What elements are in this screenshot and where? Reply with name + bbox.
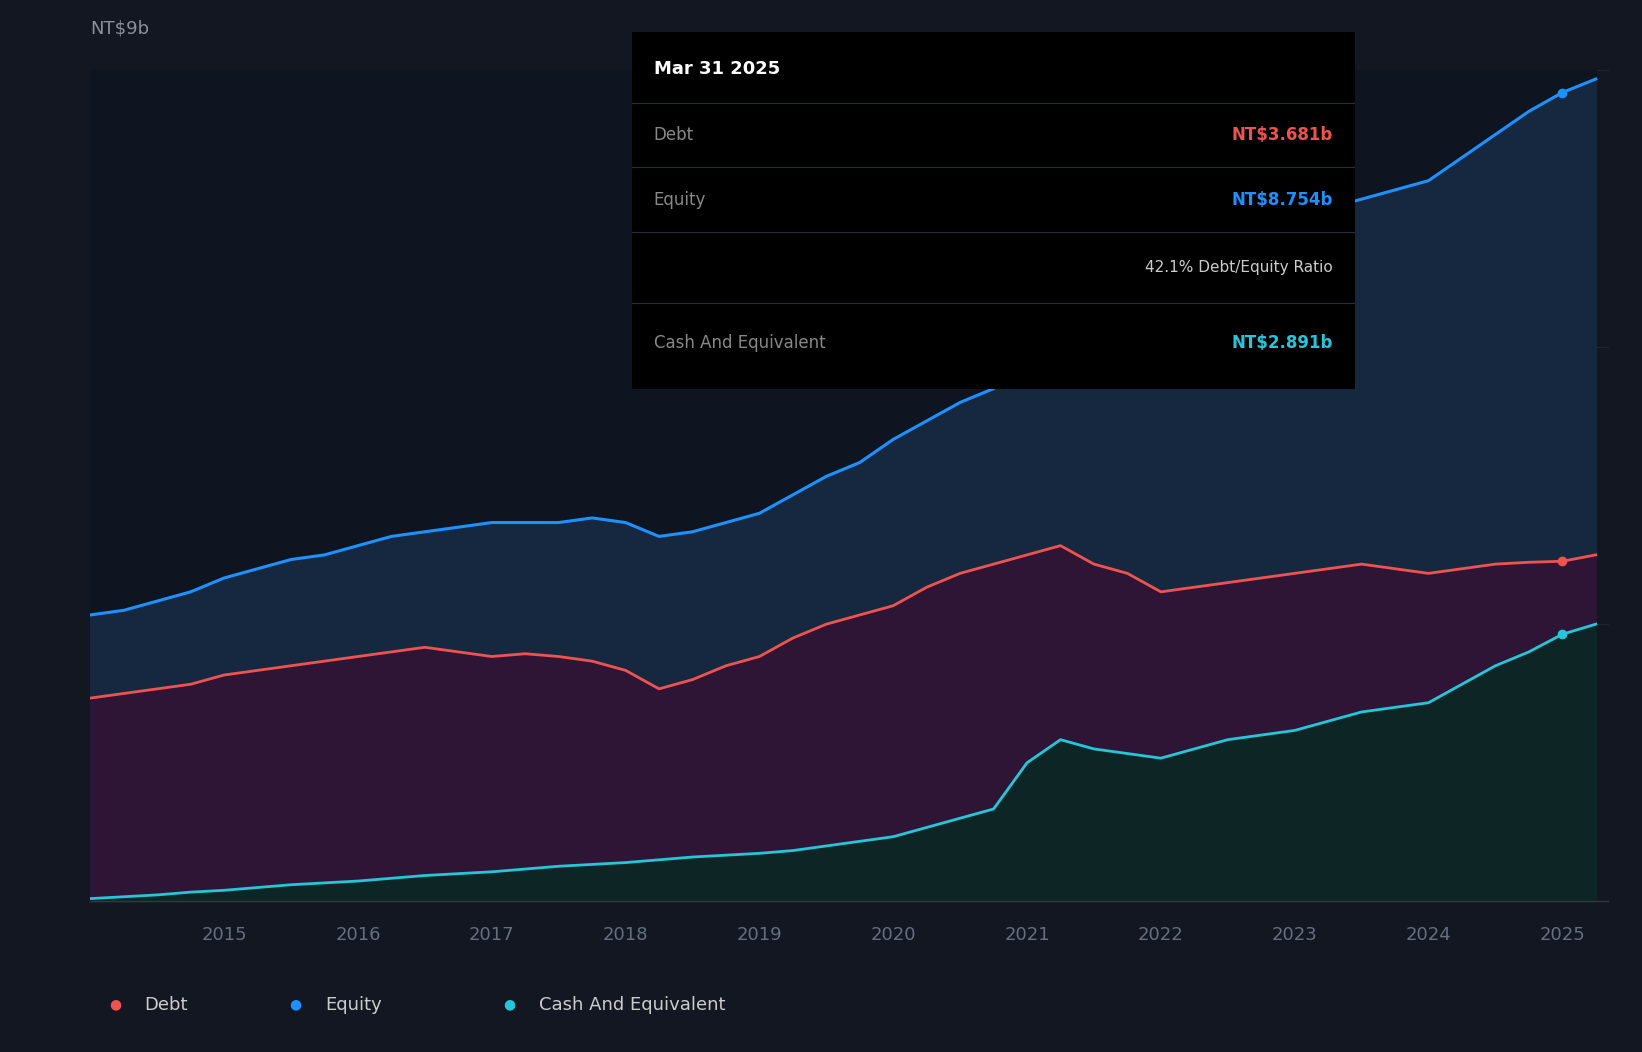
Text: NT$8.754b: NT$8.754b	[1232, 190, 1333, 208]
Text: ●: ●	[289, 997, 302, 1012]
Text: Cash And Equivalent: Cash And Equivalent	[654, 333, 826, 351]
Text: Debt: Debt	[144, 995, 187, 1014]
Text: NT$9b: NT$9b	[90, 20, 149, 38]
Text: ●: ●	[502, 997, 516, 1012]
Text: Cash And Equivalent: Cash And Equivalent	[539, 995, 726, 1014]
Text: Equity: Equity	[325, 995, 383, 1014]
Text: Mar 31 2025: Mar 31 2025	[654, 60, 780, 78]
Text: Debt: Debt	[654, 126, 695, 144]
Text: Equity: Equity	[654, 190, 706, 208]
Text: NT$0: NT$0	[90, 875, 138, 893]
Text: 42.1% Debt/Equity Ratio: 42.1% Debt/Equity Ratio	[1144, 260, 1333, 276]
Text: NT$3.681b: NT$3.681b	[1232, 126, 1333, 144]
Text: ●: ●	[108, 997, 122, 1012]
Text: NT$2.891b: NT$2.891b	[1232, 333, 1333, 351]
